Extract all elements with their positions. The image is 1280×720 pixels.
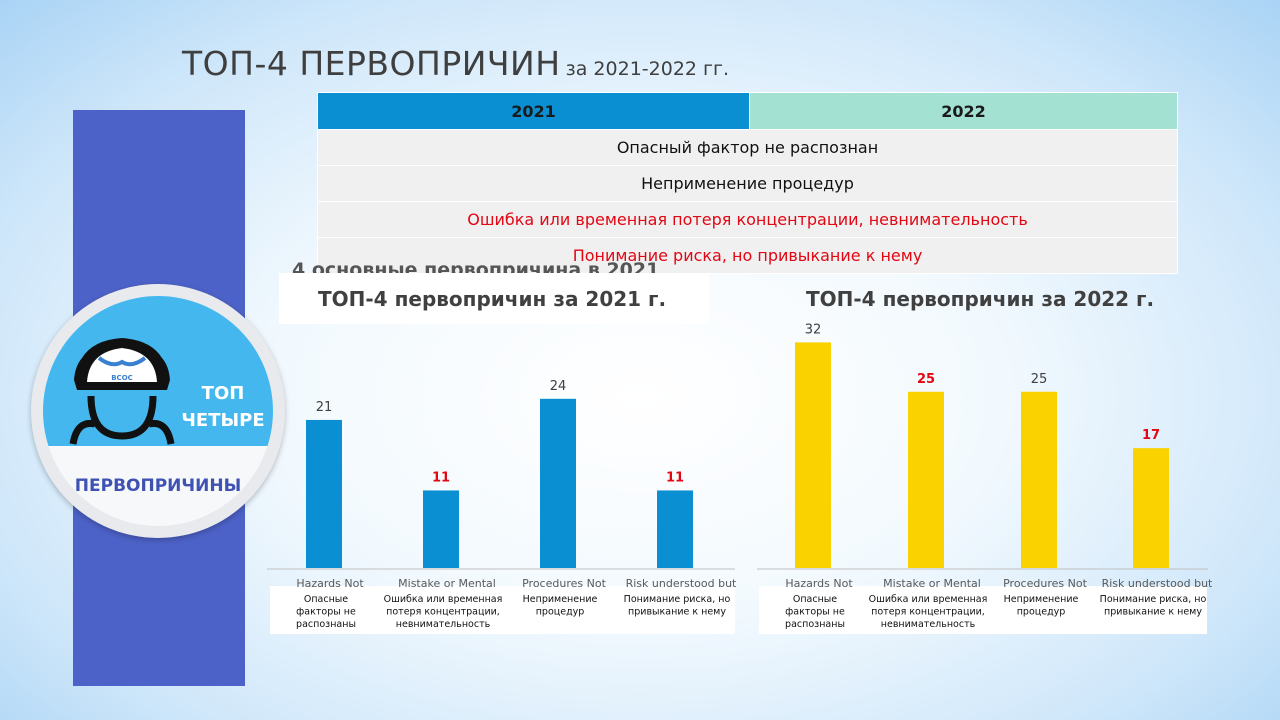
data-label: 32	[805, 322, 822, 337]
bar	[795, 342, 831, 568]
bar	[1021, 391, 1057, 568]
root-causes-table: 2021 2022 Опасный фактор не распознан Не…	[317, 92, 1178, 274]
bar	[423, 490, 459, 568]
category-tick-label: Mistake or Mental	[883, 577, 981, 590]
data-label: 17	[1142, 428, 1160, 443]
helmet-logo-text: ВСОС	[111, 374, 133, 382]
table-row: Опасный фактор не распознан	[317, 129, 1178, 166]
category-tick-label: Procedures Not	[522, 577, 606, 590]
category-label-box	[759, 586, 1207, 634]
category-label-ru: распознаны	[785, 619, 845, 630]
table-row: Понимание риска, но привыкание к нему	[317, 237, 1178, 274]
category-label-ru: процедур	[1017, 607, 1066, 618]
table-cell: Ошибка или временная потеря концентрации…	[317, 201, 1178, 238]
category-label-box	[270, 586, 735, 634]
bar	[540, 398, 576, 568]
category-label-ru: факторы не	[785, 607, 845, 618]
table-cell: Понимание риска, но привыкание к нему	[317, 237, 1178, 274]
category-tick-label: Risk understood but	[1102, 577, 1213, 590]
badge-top-line1: ТОП	[201, 383, 245, 404]
category-label-ru: Ошибка или временная	[384, 594, 503, 605]
badge-top-line2: ЧЕТЫРЕ	[181, 410, 265, 431]
data-label: 24	[550, 379, 567, 394]
root-cause-badge: ВСОС ТОП ЧЕТЫРЕ ПЕРВОПРИЧИНЫ	[31, 284, 285, 538]
category-label-ru: привыкание к нему	[628, 607, 726, 618]
category-label-ru: Неприменение	[523, 594, 598, 605]
category-tick-label: Mistake or Mental	[398, 577, 496, 590]
category-label-ru: привыкание к нему	[1104, 607, 1202, 618]
category-tick-label: Procedures Not	[1003, 577, 1087, 590]
chart-title-box	[279, 273, 709, 324]
bar	[306, 419, 342, 568]
data-label: 11	[432, 470, 450, 485]
title-sub: за 2021-2022 гг.	[565, 58, 730, 80]
category-label-ru: процедур	[536, 607, 585, 618]
category-label-ru: невнимательность	[881, 619, 976, 630]
category-tick-label: Hazards Not	[296, 577, 364, 590]
data-label: 25	[1031, 372, 1048, 387]
category-label-ru: Опасные	[304, 594, 348, 605]
badge-bottom-text: ПЕРВОПРИЧИНЫ	[74, 476, 242, 496]
category-label-ru: Опасные	[793, 594, 837, 605]
table-header-2021: 2021	[317, 92, 750, 130]
badge-inner: ВСОС ТОП ЧЕТЫРЕ ПЕРВОПРИЧИНЫ	[43, 296, 273, 526]
category-label-ru: Понимание риска, но	[624, 594, 731, 605]
category-label-ru: Понимание риска, но	[1100, 594, 1207, 605]
slide-title: ТОП-4 ПЕРВОПРИЧИН за 2021-2022 гг.	[182, 44, 729, 83]
bar	[1133, 448, 1169, 568]
worker-helmet-icon: ВСОС	[69, 338, 175, 445]
chart-2022-title: ТОП-4 первопричин за 2022 г.	[806, 287, 1155, 311]
category-label-ru: потеря концентрации,	[386, 607, 500, 618]
category-label-ru: Ошибка или временная	[869, 594, 988, 605]
category-label-ru: распознаны	[296, 619, 356, 630]
table-header-row: 2021 2022	[317, 92, 1178, 130]
bar	[657, 490, 693, 568]
category-tick-label: Hazards Not	[785, 577, 853, 590]
table-row: Ошибка или временная потеря концентрации…	[317, 201, 1178, 238]
category-label-ru: невнимательность	[396, 619, 491, 630]
table-cell: Опасный фактор не распознан	[317, 129, 1178, 166]
badge-top-text: ТОП ЧЕТЫРЕ	[173, 380, 273, 434]
category-label-ru: Неприменение	[1004, 594, 1079, 605]
table-header-2022: 2022	[749, 92, 1178, 130]
chart-2021-title: ТОП-4 первопричин за 2021 г.	[318, 287, 667, 311]
data-label: 25	[917, 372, 935, 387]
category-label-ru: потеря концентрации,	[871, 607, 985, 618]
bar	[908, 391, 944, 568]
data-label: 11	[666, 470, 684, 485]
title-main: ТОП-4 ПЕРВОПРИЧИН	[182, 44, 561, 83]
category-tick-label: Risk understood but	[626, 577, 737, 590]
category-label-ru: факторы не	[296, 607, 356, 618]
data-label: 21	[316, 400, 333, 415]
